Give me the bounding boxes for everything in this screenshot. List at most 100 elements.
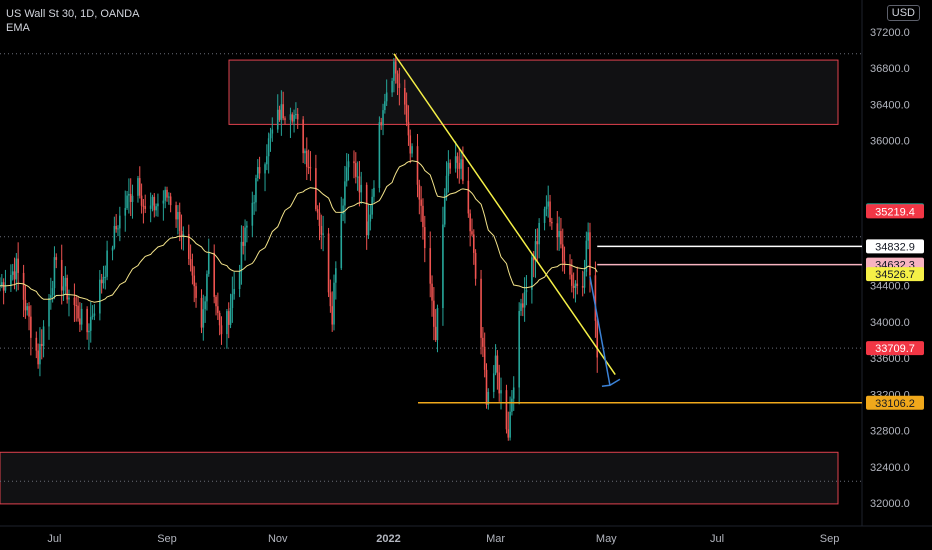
candle bbox=[50, 277, 52, 310]
candle-body bbox=[226, 311, 228, 335]
candle bbox=[304, 148, 306, 165]
candle bbox=[26, 302, 29, 316]
candle bbox=[551, 217, 553, 230]
candle-body bbox=[131, 195, 134, 202]
candle-body bbox=[255, 178, 257, 203]
candle bbox=[113, 216, 116, 250]
candle-body bbox=[207, 252, 210, 274]
candle-body bbox=[442, 224, 444, 309]
candle bbox=[409, 129, 412, 164]
candle bbox=[166, 186, 168, 202]
candle bbox=[380, 117, 383, 130]
candle-body bbox=[180, 230, 183, 237]
candle bbox=[405, 92, 408, 127]
candle bbox=[309, 151, 312, 181]
candle-body bbox=[405, 104, 408, 122]
supply-zone bbox=[228, 59, 839, 125]
candle bbox=[500, 377, 502, 410]
candle bbox=[456, 152, 459, 179]
candle-body bbox=[213, 252, 216, 297]
candle-body bbox=[373, 187, 375, 197]
candle bbox=[447, 150, 450, 193]
candle bbox=[30, 305, 32, 356]
y-tick-label: 34000.0 bbox=[870, 317, 910, 329]
candle-body bbox=[558, 231, 560, 238]
indicator-label[interactable]: EMA bbox=[6, 22, 30, 34]
candle bbox=[522, 293, 524, 317]
candle bbox=[195, 282, 197, 308]
candle bbox=[353, 150, 355, 179]
candle-body bbox=[89, 317, 92, 331]
candle bbox=[307, 149, 310, 175]
candle-body bbox=[291, 114, 294, 122]
candle bbox=[24, 284, 27, 319]
candle-body bbox=[93, 313, 96, 316]
y-tick-label: 36400.0 bbox=[870, 99, 910, 111]
projection-arrowhead bbox=[601, 378, 621, 387]
candle-body bbox=[454, 156, 457, 169]
candle bbox=[291, 112, 294, 124]
candle-body bbox=[356, 176, 359, 178]
y-tick-label: 32000.0 bbox=[870, 498, 910, 510]
candle-body bbox=[278, 109, 281, 120]
candle bbox=[378, 116, 381, 193]
candle bbox=[233, 272, 235, 300]
candle-body bbox=[193, 275, 196, 287]
candle-body bbox=[354, 163, 357, 177]
currency-button[interactable]: USD bbox=[886, 5, 920, 21]
candle-body bbox=[269, 133, 272, 139]
candle-body bbox=[391, 80, 393, 93]
candle bbox=[244, 219, 246, 261]
candle-body bbox=[187, 234, 190, 260]
time-axis: Jul Sep Nov 2022 Mar May Jul Sep bbox=[47, 533, 839, 545]
candle-body bbox=[327, 233, 330, 293]
candle-body bbox=[358, 176, 361, 193]
candle bbox=[571, 259, 573, 293]
candle-body bbox=[233, 289, 235, 295]
candle-body bbox=[149, 205, 152, 209]
candle bbox=[467, 167, 470, 218]
candle-body bbox=[24, 299, 27, 311]
price-label-text: 33106.2 bbox=[875, 398, 915, 410]
trendline bbox=[393, 53, 616, 376]
candle bbox=[393, 57, 395, 93]
candle bbox=[77, 296, 79, 322]
candle bbox=[175, 201, 177, 228]
candle-body bbox=[483, 346, 486, 370]
candle-body bbox=[576, 283, 579, 286]
candle-body bbox=[305, 150, 308, 167]
candle bbox=[64, 266, 67, 295]
candle bbox=[545, 195, 548, 217]
candle-body bbox=[551, 222, 553, 224]
candle bbox=[365, 182, 368, 250]
candle bbox=[384, 93, 386, 114]
candle bbox=[62, 276, 65, 301]
candle bbox=[482, 327, 484, 358]
candle-body bbox=[151, 196, 154, 206]
candle-body bbox=[563, 261, 566, 266]
candle bbox=[229, 293, 232, 329]
candle bbox=[569, 254, 571, 280]
candle bbox=[345, 153, 348, 187]
candle bbox=[66, 274, 68, 304]
candle bbox=[549, 194, 551, 227]
candle-body bbox=[51, 288, 54, 296]
candle bbox=[258, 156, 261, 180]
candle-body bbox=[509, 411, 511, 438]
candle bbox=[142, 199, 145, 224]
candle bbox=[15, 253, 18, 292]
y-tick-label: 37200.0 bbox=[870, 27, 910, 39]
candle bbox=[80, 303, 83, 331]
candle bbox=[382, 103, 384, 136]
candle-body bbox=[416, 146, 419, 185]
candle bbox=[358, 161, 361, 207]
candle bbox=[153, 193, 156, 218]
candle-body bbox=[532, 257, 535, 261]
candle-body bbox=[302, 119, 304, 154]
candle bbox=[344, 165, 346, 224]
candle-body bbox=[511, 398, 513, 412]
candle bbox=[505, 384, 508, 434]
candle-body bbox=[50, 295, 52, 298]
candle-body bbox=[64, 277, 67, 287]
